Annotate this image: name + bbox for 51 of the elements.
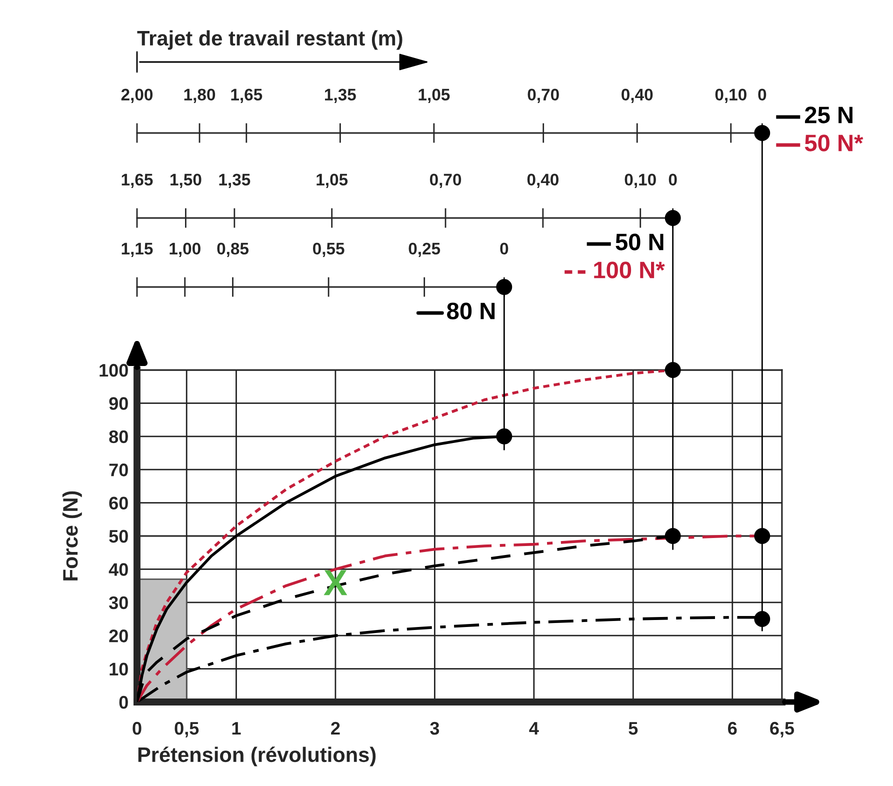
x-tick-label: 6,5 xyxy=(770,722,794,738)
data-label: 1,80 xyxy=(184,88,216,103)
x-axis-title: Prétension (révolutions) xyxy=(138,746,376,766)
text: Trajet de travail restant (m) xyxy=(137,30,402,50)
x-tick-label: 5 xyxy=(628,722,638,735)
legend-label: 50 N xyxy=(616,234,664,250)
data-label: 1,05 xyxy=(418,88,450,103)
legend-label: 25 N xyxy=(804,106,852,124)
y-tick-label: 20 xyxy=(109,630,128,642)
data-label: 0,85 xyxy=(217,242,249,257)
x-tick-label: 1 xyxy=(232,722,241,735)
y-tick-label: 0 xyxy=(119,696,128,709)
data-label: 0,25 xyxy=(408,242,440,257)
data-label: 1,65 xyxy=(231,88,262,103)
x-tick-label: 2 xyxy=(331,722,340,735)
x-tick-label: 0,5 xyxy=(174,722,199,738)
data-label: 1,50 xyxy=(170,174,202,188)
y-tick-label: 70 xyxy=(109,464,128,476)
data-label: 1,35 xyxy=(219,174,250,188)
legend-label: 100 N* xyxy=(594,262,665,278)
data-label: 2,00 xyxy=(121,88,153,103)
data-label: 0,40 xyxy=(527,174,558,188)
y-axis-title: Force (N) xyxy=(62,491,82,580)
data-label: 0,55 xyxy=(313,242,344,257)
legend-label: 50 N* xyxy=(804,134,864,152)
x-tick-label: 6 xyxy=(728,722,737,735)
data-label: 0 xyxy=(758,88,766,101)
y-tick-label: 80 xyxy=(109,430,128,444)
x-tick-label: 3 xyxy=(430,722,440,735)
data-label: 0,10 xyxy=(624,174,656,188)
legend-label: 80 N xyxy=(447,302,495,320)
data-label: 0 xyxy=(668,174,677,186)
data-label: 1,05 xyxy=(316,174,348,188)
data-label: 1,35 xyxy=(325,88,356,103)
data-label: 0,70 xyxy=(528,88,559,103)
y-tick-label: 60 xyxy=(109,496,128,510)
x-tick-label: 0 xyxy=(132,722,142,735)
y-tick-label: 30 xyxy=(109,596,128,610)
y-tick-label: 50 xyxy=(109,530,128,543)
y-tick-label: 40 xyxy=(108,563,128,576)
data-label: 1,00 xyxy=(170,242,200,257)
data-label: 0 xyxy=(500,242,508,255)
data-label: 0,10 xyxy=(715,88,746,103)
y-tick-label: 10 xyxy=(110,662,128,676)
data-label: 1,15 xyxy=(122,242,153,257)
data-label: 0,70 xyxy=(430,174,462,188)
y-tick-label: 100 xyxy=(100,364,128,377)
data-label: 0,40 xyxy=(622,88,653,103)
x-tick-label: 4 xyxy=(529,722,539,735)
data-label: 1,65 xyxy=(122,174,153,188)
y-tick-label: 90 xyxy=(109,397,128,410)
